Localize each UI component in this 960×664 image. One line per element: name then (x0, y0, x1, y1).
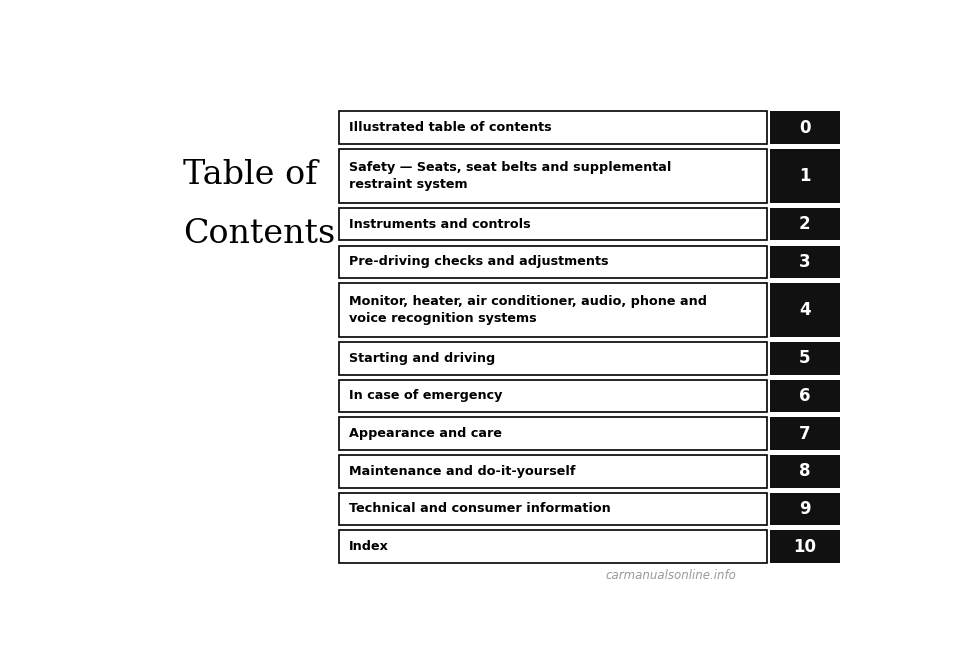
Bar (770, 493, 840, 525)
Text: Instruments and controls: Instruments and controls (349, 218, 531, 230)
Bar (770, 208, 840, 240)
Text: In case of emergency: In case of emergency (349, 389, 502, 402)
Text: Safety — Seats, seat belts and supplemental
restraint system: Safety — Seats, seat belts and supplemen… (349, 161, 672, 191)
Text: Monitor, heater, air conditioner, audio, phone and
voice recognition systems: Monitor, heater, air conditioner, audio,… (349, 295, 708, 325)
Text: 8: 8 (799, 462, 810, 480)
Text: 3: 3 (799, 253, 810, 271)
Bar (340, 342, 767, 374)
Text: 2: 2 (799, 215, 810, 233)
Bar (340, 283, 767, 337)
Text: Pre-driving checks and adjustments: Pre-driving checks and adjustments (349, 255, 609, 268)
Text: Table of: Table of (183, 159, 318, 191)
Text: Illustrated table of contents: Illustrated table of contents (349, 121, 552, 134)
Bar (340, 380, 767, 412)
Text: carmanualsonline.info: carmanualsonline.info (605, 569, 736, 582)
Bar (770, 455, 840, 487)
Bar (340, 531, 767, 563)
Bar (770, 380, 840, 412)
Bar (770, 531, 840, 563)
Bar (770, 149, 840, 203)
Text: 10: 10 (793, 538, 816, 556)
Bar (340, 417, 767, 450)
Text: 7: 7 (799, 424, 810, 443)
Text: 9: 9 (799, 500, 810, 518)
Text: Maintenance and do-it-yourself: Maintenance and do-it-yourself (349, 465, 576, 477)
Bar (340, 112, 767, 144)
Bar (770, 283, 840, 337)
Text: 1: 1 (799, 167, 810, 185)
Bar (340, 208, 767, 240)
Text: 4: 4 (799, 301, 810, 319)
Text: 0: 0 (799, 119, 810, 137)
Text: Starting and driving: Starting and driving (349, 352, 495, 365)
Text: Appearance and care: Appearance and care (349, 427, 502, 440)
Bar (340, 246, 767, 278)
Bar (770, 246, 840, 278)
Text: Index: Index (349, 540, 389, 553)
Text: Technical and consumer information: Technical and consumer information (349, 503, 611, 515)
Bar (340, 455, 767, 487)
Bar (340, 149, 767, 203)
Text: 5: 5 (799, 349, 810, 367)
Text: Contents: Contents (183, 218, 335, 250)
Bar (770, 417, 840, 450)
Text: 6: 6 (799, 387, 810, 405)
Bar (770, 342, 840, 374)
Bar (340, 493, 767, 525)
Bar (770, 112, 840, 144)
